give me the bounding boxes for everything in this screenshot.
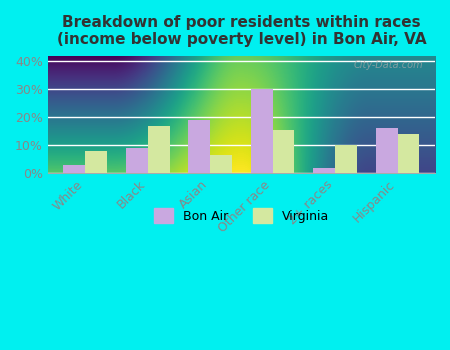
Bar (335, 145, 357, 173)
Legend: Bon Air, Virginia: Bon Air, Virginia (149, 203, 334, 228)
Bar (313, 168, 335, 173)
Bar (85, 151, 107, 173)
Bar (251, 89, 273, 173)
Bar (376, 128, 397, 173)
Title: Breakdown of poor residents within races
(income below poverty level) in Bon Air: Breakdown of poor residents within races… (57, 15, 426, 47)
Bar (148, 126, 170, 173)
Bar (397, 134, 419, 173)
Bar (126, 148, 148, 173)
Bar (273, 130, 294, 173)
Text: City-Data.com: City-Data.com (354, 60, 423, 70)
Bar (188, 120, 210, 173)
Bar (210, 155, 232, 173)
Bar (63, 165, 85, 173)
